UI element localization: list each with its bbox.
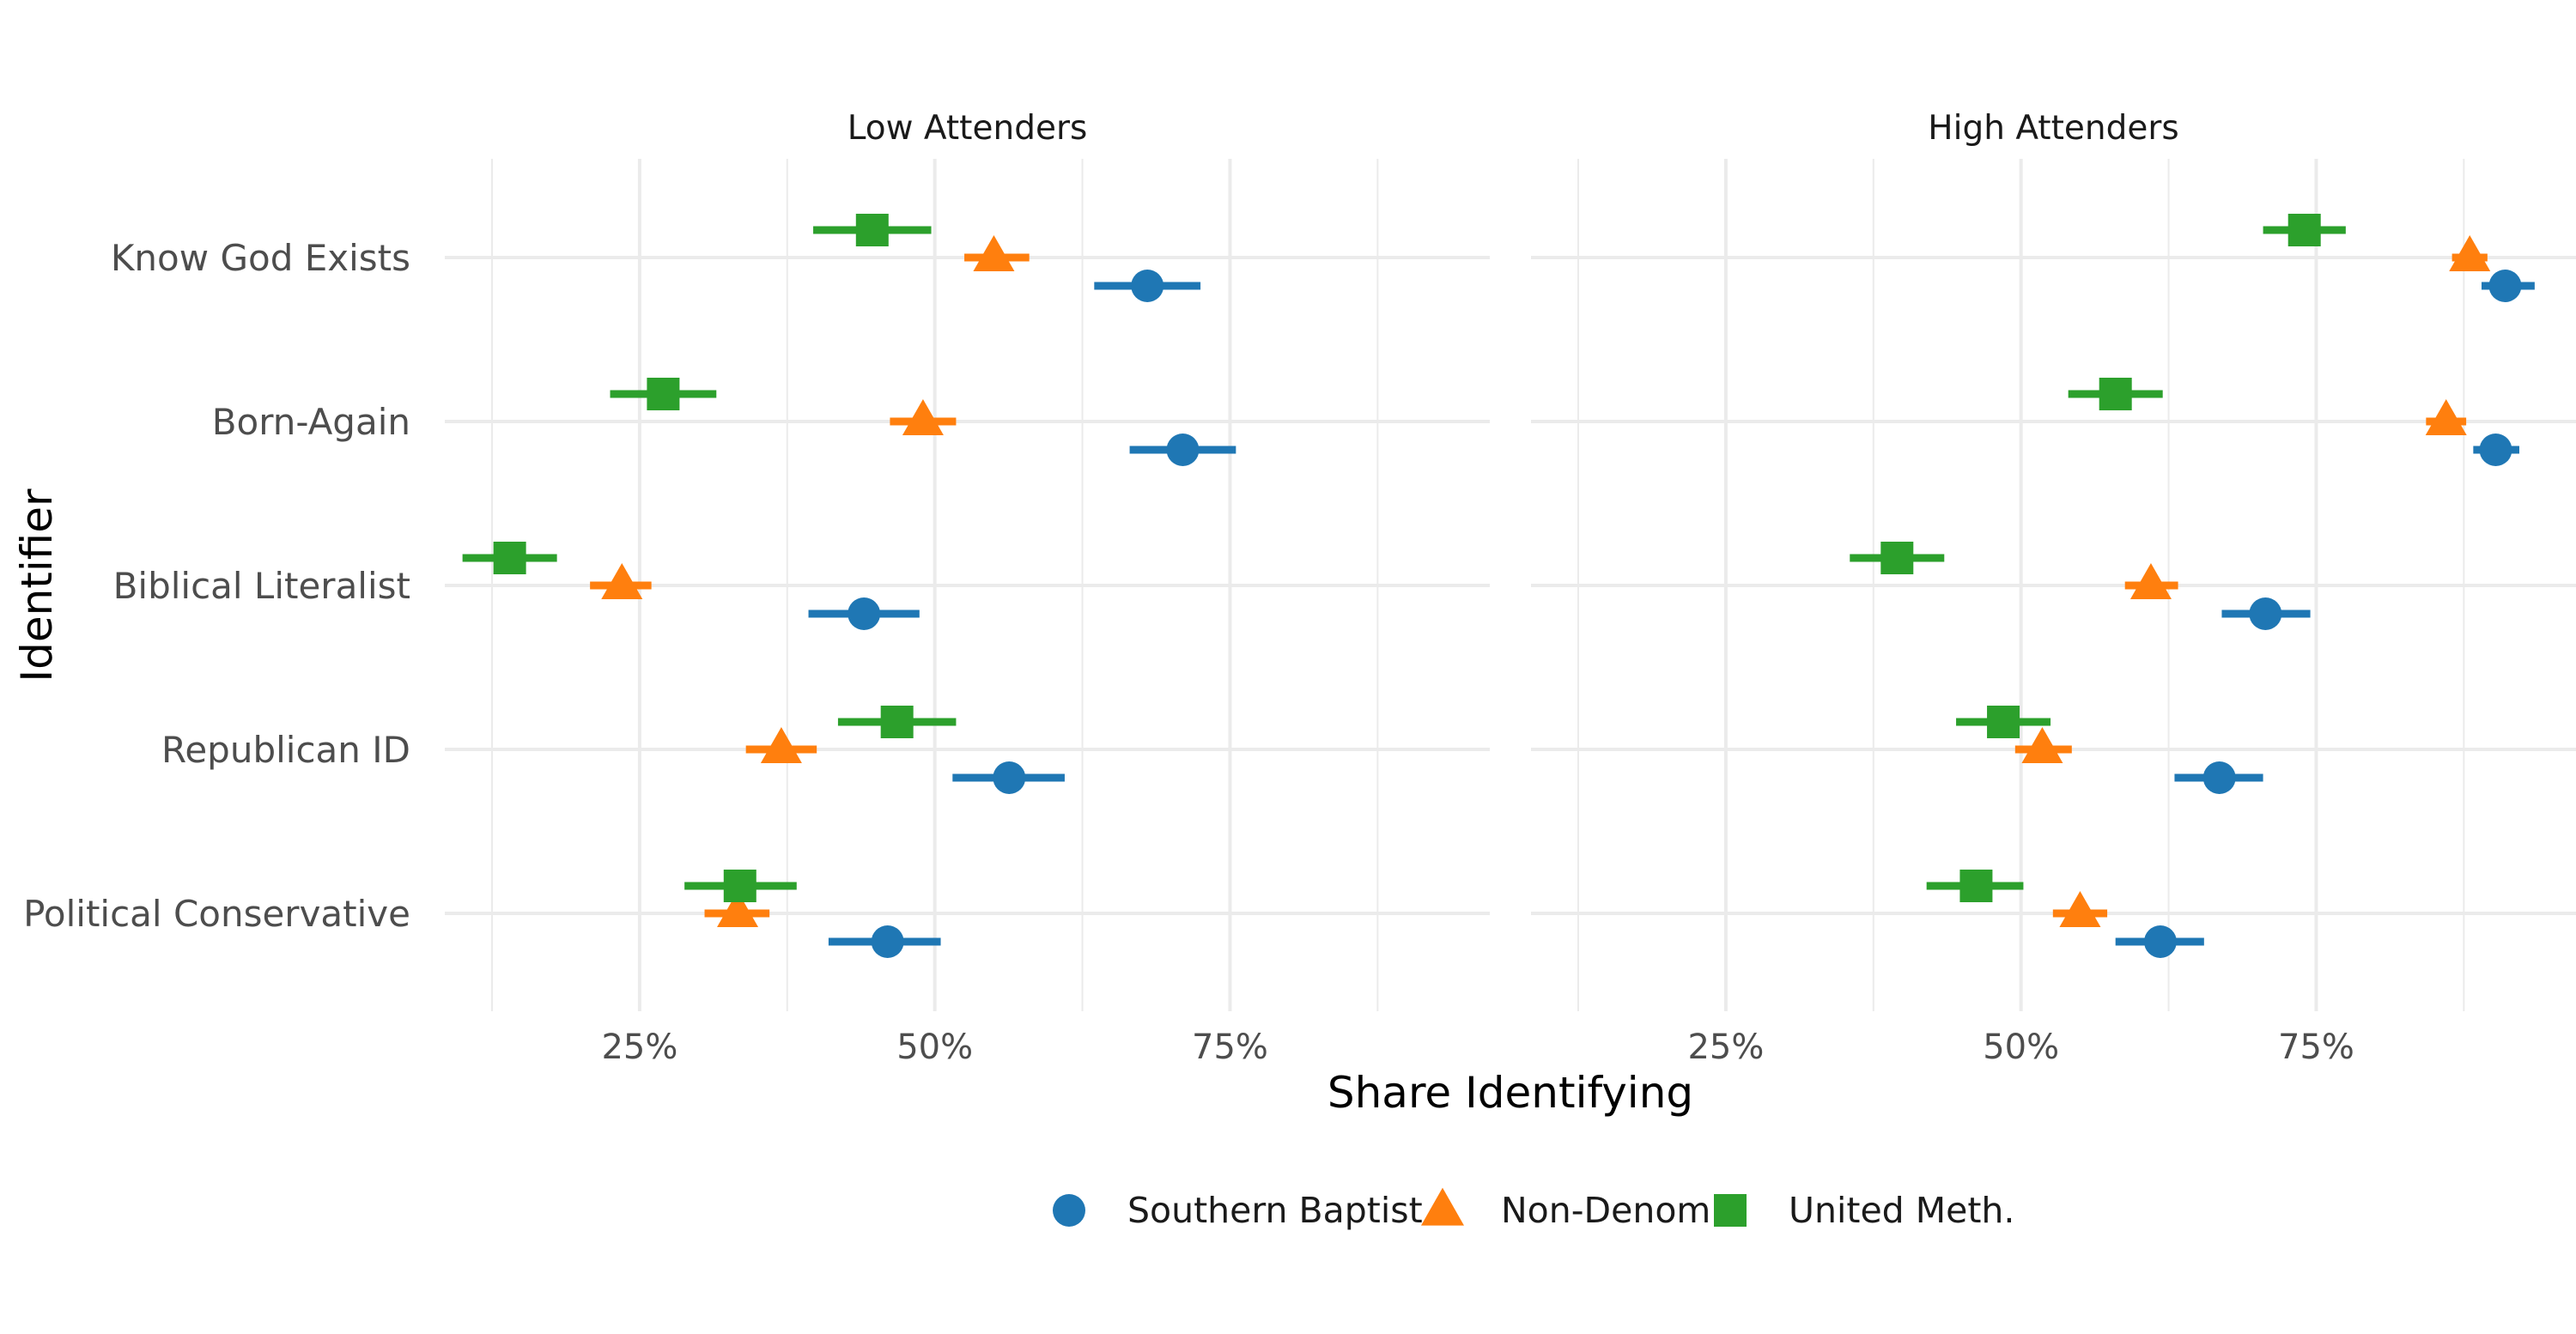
marker-circle xyxy=(1166,434,1200,466)
point-united-meth-political-conservative xyxy=(684,870,797,902)
point-non-denom-know-god-exists xyxy=(2449,234,2491,271)
point-non-denom-know-god-exists xyxy=(964,234,1030,271)
point-southern-baptist-know-god-exists xyxy=(2481,270,2535,302)
marker-circle xyxy=(1131,270,1164,302)
facet-panel-high-attenders: 25% 50% 75% High Attenders xyxy=(1531,109,2576,1067)
marker-circle xyxy=(2488,270,2522,302)
marker-triangle xyxy=(2021,726,2063,763)
x-axis-title: Share Identifying xyxy=(1327,1068,1693,1118)
marker-triangle xyxy=(601,562,643,599)
marker-square xyxy=(723,870,756,902)
point-non-denom-biblical-literalist xyxy=(2124,562,2178,599)
legend-key-circle xyxy=(1053,1194,1085,1227)
legend: Southern Baptist Non-Denom United Meth. xyxy=(1053,1187,2014,1231)
legend-item-non-denom: Non-Denom xyxy=(1421,1187,1710,1231)
x-tick-label: 25% xyxy=(601,1028,677,1067)
x-tick-label: 25% xyxy=(1687,1028,1764,1067)
y-tick-label-know-god-exists: Know God Exists xyxy=(111,237,410,279)
marker-circle xyxy=(2202,761,2236,794)
marker-triangle xyxy=(2059,890,2101,927)
point-non-denom-political-conservative xyxy=(704,890,770,927)
y-tick-label-biblical-literalist: Biblical Literalist xyxy=(113,565,410,607)
legend-item-united-meth: United Meth. xyxy=(1714,1190,2014,1231)
point-united-meth-know-god-exists xyxy=(2263,214,2346,246)
legend-key-square xyxy=(1714,1194,1747,1227)
marker-triangle xyxy=(2449,234,2491,271)
x-tick-label: 50% xyxy=(896,1028,973,1067)
point-southern-baptist-republican-id xyxy=(2174,761,2263,794)
point-united-meth-born-again xyxy=(610,378,717,410)
marker-triangle xyxy=(2129,562,2172,599)
x-tick-label: 75% xyxy=(1192,1028,1268,1067)
marker-triangle xyxy=(2425,398,2467,435)
marker-square xyxy=(493,542,526,574)
point-united-meth-know-god-exists xyxy=(813,214,932,246)
point-united-meth-republican-id xyxy=(1956,706,2051,738)
marker-circle xyxy=(2249,597,2282,630)
point-southern-baptist-biblical-literalist xyxy=(808,597,920,630)
point-southern-baptist-born-again xyxy=(2473,434,2519,466)
facet-panel-low-attenders: 25% 50% 75% Low Attenders xyxy=(445,109,1490,1067)
point-southern-baptist-republican-id xyxy=(952,761,1065,794)
y-tick-label-political-conservative: Political Conservative xyxy=(23,893,410,935)
point-united-meth-born-again xyxy=(2068,378,2163,410)
y-tick-label-born-again: Born-Again xyxy=(212,401,410,443)
point-non-denom-political-conservative xyxy=(2052,890,2108,927)
point-non-denom-republican-id xyxy=(745,726,817,763)
legend-label: Southern Baptist xyxy=(1127,1190,1423,1231)
point-united-meth-political-conservative xyxy=(1926,870,2024,902)
marker-circle xyxy=(2479,434,2512,466)
marker-triangle xyxy=(717,890,759,927)
point-southern-baptist-biblical-literalist xyxy=(2221,597,2311,630)
point-united-meth-biblical-literalist xyxy=(462,542,557,574)
legend-label: Non-Denom xyxy=(1501,1190,1710,1231)
y-axis: Know God Exists Born-Again Biblical Litera… xyxy=(23,237,410,935)
marker-square xyxy=(855,214,889,246)
facet-title: Low Attenders xyxy=(848,109,1088,148)
point-southern-baptist-political-conservative xyxy=(828,925,941,958)
marker-circle xyxy=(993,761,1026,794)
marker-triangle xyxy=(902,398,944,435)
marker-circle xyxy=(848,597,881,630)
x-tick-label: 50% xyxy=(1983,1028,2059,1067)
facet-title: High Attenders xyxy=(1928,109,2178,148)
marker-square xyxy=(1987,706,2020,738)
marker-square xyxy=(1959,870,1993,902)
marker-circle xyxy=(2143,925,2177,958)
point-non-denom-born-again xyxy=(890,398,957,435)
marker-triangle xyxy=(760,726,802,763)
legend-label: United Meth. xyxy=(1789,1190,2014,1231)
marker-triangle xyxy=(973,234,1015,271)
marker-square xyxy=(2287,214,2321,246)
y-tick-label-republican-id: Republican ID xyxy=(161,729,410,771)
legend-item-southern-baptist: Southern Baptist xyxy=(1053,1190,1423,1231)
point-non-denom-republican-id xyxy=(2014,726,2072,763)
marker-square xyxy=(647,378,680,410)
point-united-meth-biblical-literalist xyxy=(1850,542,1945,574)
point-southern-baptist-know-god-exists xyxy=(1094,270,1201,302)
legend-key-triangle xyxy=(1421,1187,1464,1226)
y-axis-title: Identifier xyxy=(12,488,62,682)
point-non-denom-born-again xyxy=(2425,398,2467,435)
marker-circle xyxy=(871,925,904,958)
point-united-meth-republican-id xyxy=(837,706,957,738)
point-non-denom-biblical-literalist xyxy=(590,562,652,599)
marker-square xyxy=(880,706,914,738)
point-southern-baptist-born-again xyxy=(1129,434,1236,466)
marker-square xyxy=(1880,542,1914,574)
x-tick-label: 75% xyxy=(2278,1028,2354,1067)
marker-square xyxy=(2099,378,2132,410)
point-southern-baptist-political-conservative xyxy=(2115,925,2204,958)
